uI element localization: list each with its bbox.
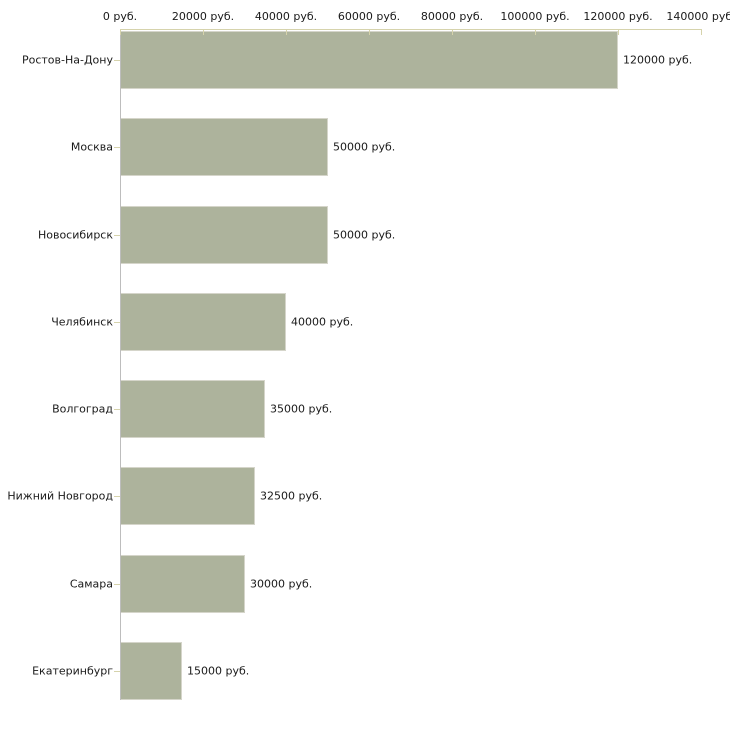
category-label: Новосибирск	[37, 228, 113, 242]
category-tick-mark	[114, 496, 120, 498]
category-label: Екатеринбург	[32, 664, 113, 678]
value-label: 35000 руб.	[270, 402, 333, 416]
bar-row: Нижний Новгород 32500 руб.	[0, 467, 730, 526]
bar	[120, 380, 265, 439]
bars-container: Ростов-На-Дону 120000 руб. Москва 50000 руб…	[0, 31, 730, 700]
category-tick-mark	[114, 60, 120, 61]
category-tick-mark	[114, 583, 120, 585]
value-label: 40000 руб.	[291, 315, 354, 329]
x-axis-tick-label: 0 руб.	[102, 10, 138, 23]
x-axis-tick-mark	[369, 29, 370, 35]
bar	[120, 292, 286, 351]
category-tick-mark	[114, 234, 120, 236]
x-axis-tick-label: 20000 руб.	[171, 10, 235, 23]
value-label: 30000 руб.	[250, 577, 313, 591]
bar-row: Москва 50000 руб.	[0, 118, 730, 177]
x-axis-tick-label: 80000 руб.	[420, 10, 484, 23]
value-label: 50000 руб.	[333, 228, 396, 242]
x-axis-tick-label: 60000 руб.	[337, 10, 401, 23]
value-label: 15000 руб.	[187, 664, 250, 678]
y-axis-line	[120, 29, 121, 700]
bar-row: Челябинск 40000 руб.	[0, 292, 730, 351]
x-axis-tick-label: 40000 руб.	[254, 10, 318, 23]
x-axis-tick-label: 100000 руб.	[500, 10, 570, 23]
bar	[120, 205, 328, 264]
category-label: Волгоград	[52, 402, 113, 416]
bar	[120, 641, 182, 700]
x-axis-line	[120, 29, 702, 30]
x-axis-tick-label: 140000 руб.	[666, 10, 730, 23]
value-label: 120000 руб.	[623, 53, 693, 67]
bar	[120, 31, 618, 89]
x-axis-tick-mark	[120, 29, 121, 35]
category-label: Москва	[70, 140, 113, 154]
x-axis-tick-mark	[286, 29, 287, 35]
x-axis-tick-mark	[535, 29, 536, 35]
category-tick-mark	[114, 409, 120, 411]
bar-row: Новосибирск 50000 руб.	[0, 205, 730, 264]
bar-row: Волгоград 35000 руб.	[0, 380, 730, 439]
bar-row: Самара 30000 руб.	[0, 554, 730, 613]
bar	[120, 554, 245, 613]
value-label: 32500 руб.	[260, 489, 323, 503]
category-tick-mark	[114, 147, 120, 149]
bar	[120, 467, 255, 526]
x-axis-tick-mark	[452, 29, 453, 35]
bar-row: Ростов-На-Дону 120000 руб.	[0, 31, 730, 89]
category-label: Самара	[69, 577, 113, 591]
x-axis-tick-mark	[203, 29, 204, 35]
x-axis-tick-mark	[701, 29, 702, 35]
x-axis-tick-mark	[618, 29, 619, 35]
category-tick-mark	[114, 670, 120, 672]
bar	[120, 118, 328, 177]
category-label: Челябинск	[51, 315, 113, 329]
bar-row: Екатеринбург 15000 руб.	[0, 641, 730, 700]
value-label: 50000 руб.	[333, 140, 396, 154]
category-label: Ростов-На-Дону	[21, 53, 113, 67]
category-tick-mark	[114, 321, 120, 323]
category-label: Нижний Новгород	[7, 489, 113, 503]
x-axis-tick-label: 120000 руб.	[583, 10, 653, 23]
